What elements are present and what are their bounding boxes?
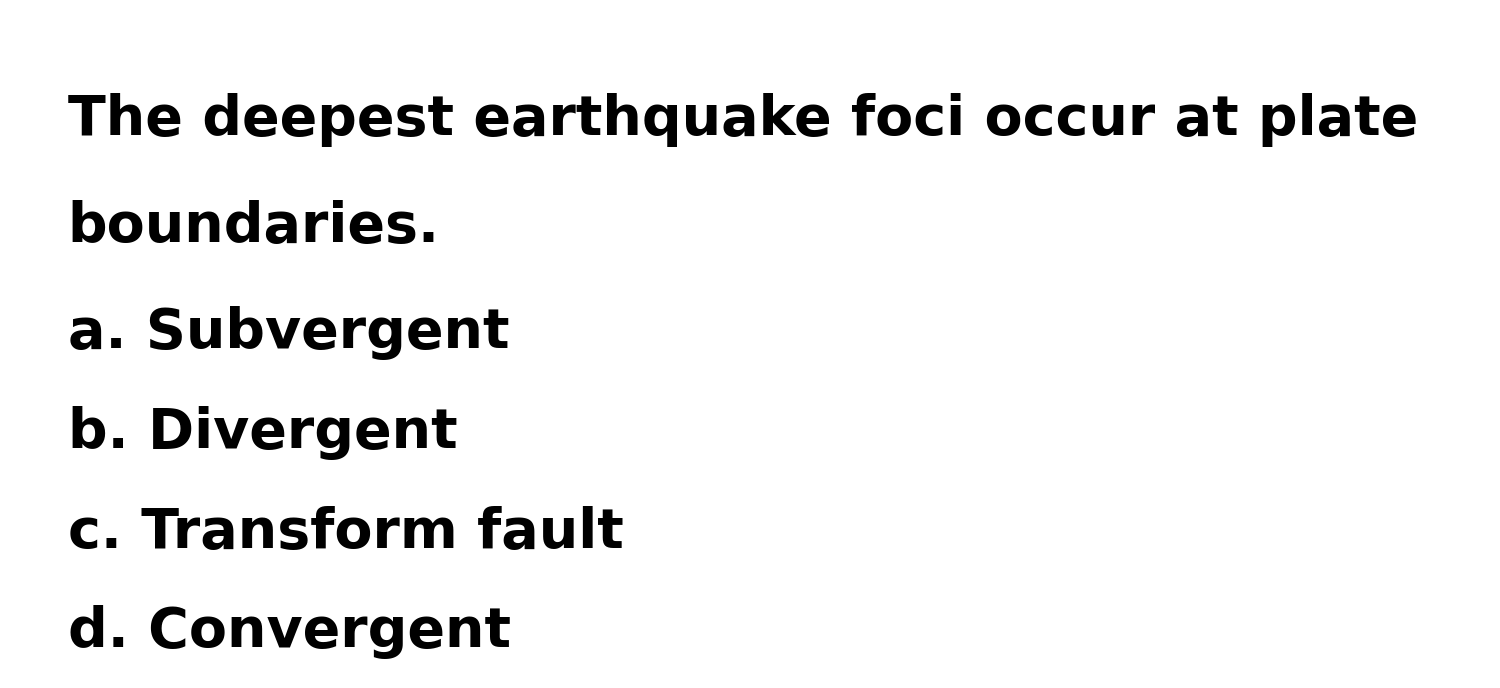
Text: boundaries.: boundaries.: [68, 200, 440, 253]
Text: d. Convergent: d. Convergent: [68, 605, 510, 659]
Text: a. Subvergent: a. Subvergent: [68, 306, 509, 360]
Text: The deepest earthquake foci occur at plate: The deepest earthquake foci occur at pla…: [68, 93, 1417, 147]
Text: c. Transform fault: c. Transform fault: [68, 506, 624, 559]
Text: b. Divergent: b. Divergent: [68, 406, 458, 460]
